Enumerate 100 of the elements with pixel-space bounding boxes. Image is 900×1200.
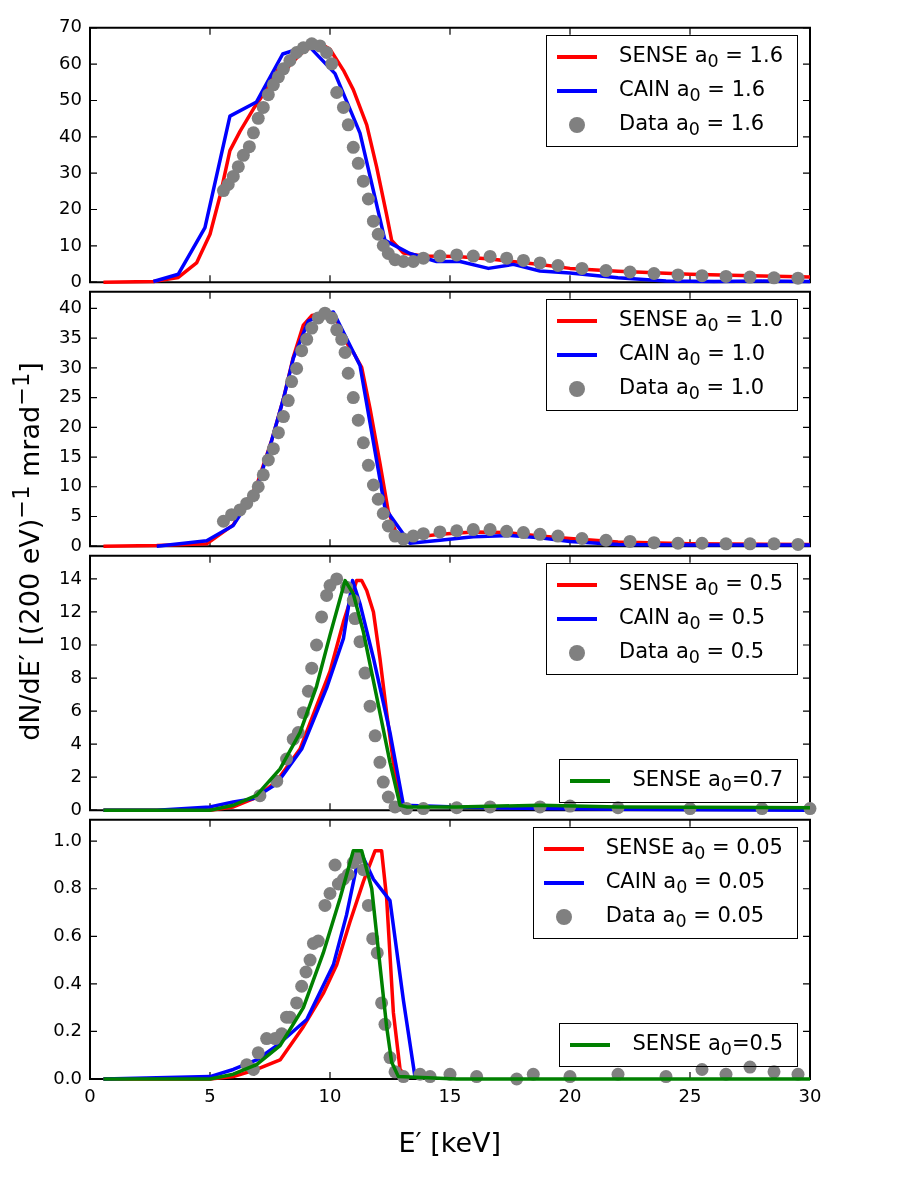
point (305, 661, 319, 675)
legend-label: CAIN a$_{0}$ = 1.6 (619, 76, 766, 106)
point (338, 345, 352, 359)
legend-label: CAIN a$_{0}$ = 1.0 (619, 340, 766, 370)
point (483, 523, 497, 537)
point (647, 266, 661, 280)
point (416, 527, 430, 541)
point (251, 480, 265, 494)
y-tick-label: 10 (59, 233, 82, 255)
point (246, 126, 260, 140)
point (346, 140, 360, 154)
point (351, 413, 365, 427)
point (261, 88, 275, 102)
y-tick-label: 14 (59, 566, 82, 588)
point (371, 227, 385, 241)
legend-label: SENSE a$_{0}$ = 0.05 (605, 834, 783, 864)
point (290, 996, 304, 1010)
point (335, 332, 349, 346)
legend-label: CAIN a$_{0}$ = 0.5 (619, 604, 766, 634)
legend-label: Data a$_{0}$ = 0.05 (605, 902, 765, 932)
point (346, 391, 360, 405)
point (695, 1062, 709, 1076)
point (575, 261, 589, 275)
point (351, 156, 365, 170)
point (695, 269, 709, 283)
point (336, 100, 350, 114)
point (373, 755, 387, 769)
point (376, 507, 390, 521)
point (500, 524, 514, 538)
y-tick-label: 8 (70, 665, 82, 687)
point (295, 979, 309, 993)
point (305, 321, 319, 335)
point (381, 519, 395, 533)
point (256, 468, 270, 482)
point (366, 478, 380, 492)
y-tick-label: 50 (59, 88, 82, 110)
point (276, 410, 290, 424)
point (671, 536, 685, 550)
point (290, 361, 304, 375)
point (483, 249, 497, 263)
point (719, 537, 733, 551)
point (791, 537, 805, 551)
point (325, 311, 339, 325)
point (320, 46, 334, 60)
point (261, 453, 275, 467)
legend-label: SENSE a$_{0}$=0.7 (632, 766, 783, 796)
y-tick-label: 30 (59, 355, 82, 377)
point (416, 251, 430, 265)
point (767, 537, 781, 551)
legend-label: CAIN a$_{0}$ = 0.05 (605, 868, 766, 898)
legend-label: SENSE a$_{0}$ = 1.6 (619, 42, 783, 72)
x-tick-label: 5 (204, 1085, 216, 1107)
y-tick-label: 10 (59, 474, 82, 496)
point (330, 85, 344, 99)
point (366, 214, 380, 228)
y-tick-label: 0 (70, 533, 82, 555)
y-tick-label: 10 (59, 632, 82, 654)
point (695, 536, 709, 550)
y-tick-label: 30 (59, 160, 82, 182)
point (433, 249, 447, 263)
point (356, 174, 370, 188)
point (551, 529, 565, 543)
y-tick-label: 0 (70, 269, 82, 291)
y-tick-label: 20 (59, 414, 82, 436)
point (310, 638, 324, 652)
point (743, 270, 757, 284)
point (303, 953, 317, 967)
point (323, 887, 337, 901)
point (599, 533, 613, 547)
x-tick-label: 20 (558, 1085, 582, 1107)
point (271, 426, 285, 440)
y-tick-label: 4 (70, 731, 82, 753)
legend-label: Data a$_{0}$ = 1.6 (619, 110, 765, 140)
point (516, 253, 530, 267)
point (376, 775, 390, 789)
point (285, 375, 299, 389)
y-tick-label: 0.4 (53, 971, 82, 993)
point (623, 534, 637, 548)
point (300, 332, 314, 346)
y-tick-label: 35 (59, 325, 82, 347)
y-tick-label: 1.0 (53, 828, 82, 850)
point (575, 531, 589, 545)
point (256, 100, 270, 114)
point (647, 536, 661, 550)
x-axis-title: E′ [keV] (398, 1127, 502, 1158)
point (318, 898, 332, 912)
point (311, 934, 325, 948)
point (516, 526, 530, 540)
point (236, 148, 250, 162)
point (330, 323, 344, 337)
y-tick-label: 0.0 (53, 1066, 82, 1088)
x-tick-label: 0 (84, 1085, 96, 1107)
point (361, 192, 375, 206)
point (251, 111, 265, 125)
point (368, 729, 382, 743)
point (363, 699, 377, 713)
legend-label: Data a$_{0}$ = 0.5 (619, 638, 765, 668)
point (671, 268, 685, 282)
point (295, 344, 309, 358)
y-tick-label: 40 (59, 124, 82, 146)
